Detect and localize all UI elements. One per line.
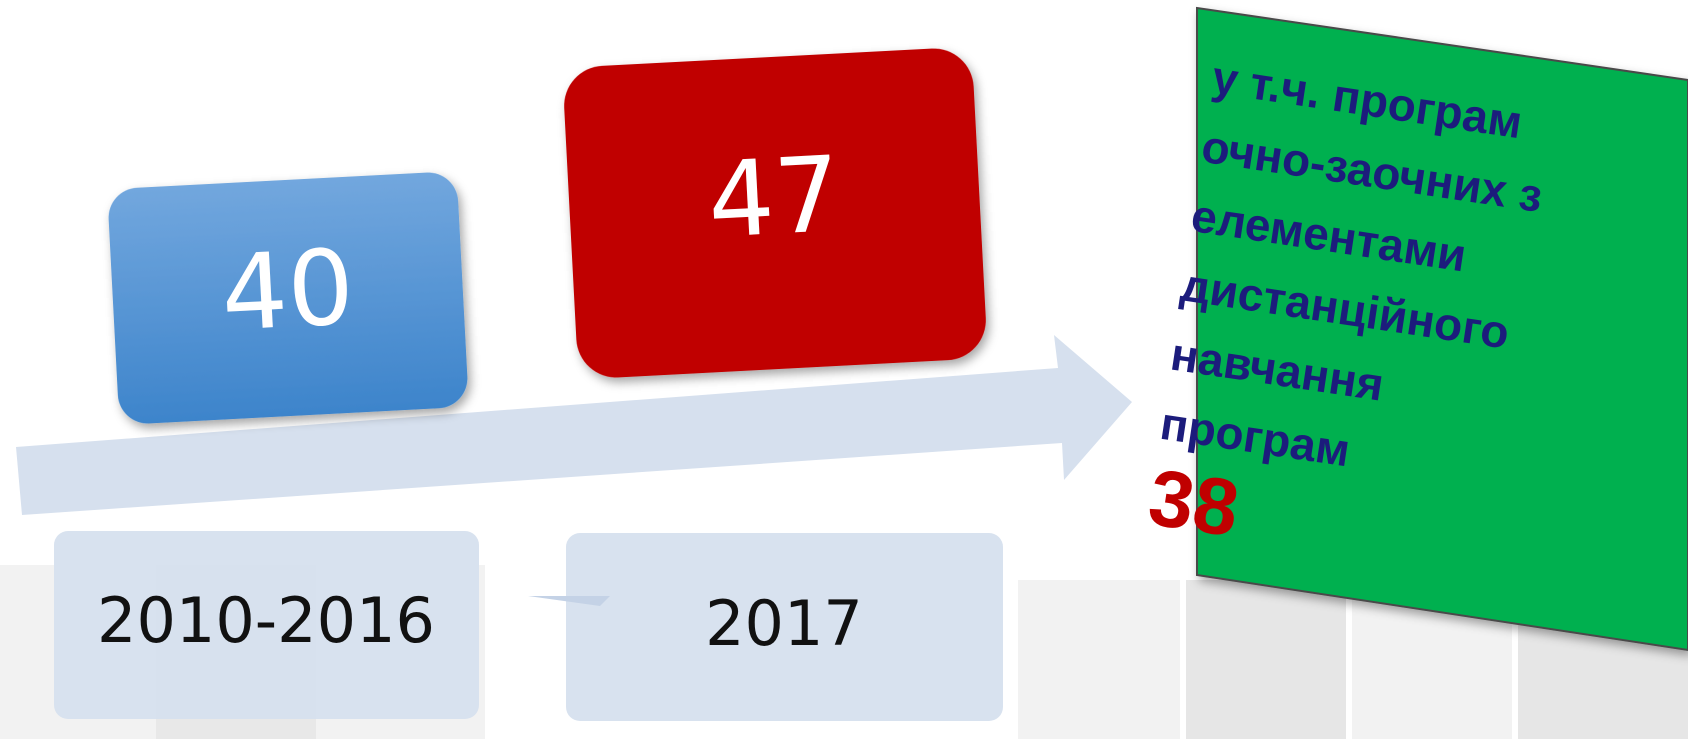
- period-box: [54, 531, 479, 719]
- period-box: [566, 533, 1003, 721]
- value-box: 40: [108, 172, 468, 424]
- timeline-arrow: [16, 335, 1132, 515]
- period-label: 2010-2016: [97, 584, 435, 657]
- callout-value: 38: [1143, 452, 1244, 553]
- value-box: 47: [564, 48, 986, 378]
- connector: [528, 596, 610, 606]
- callout-box: [1196, 6, 1688, 652]
- value: 47: [705, 133, 844, 262]
- period-label: 2017: [705, 587, 863, 660]
- value: 40: [218, 226, 357, 355]
